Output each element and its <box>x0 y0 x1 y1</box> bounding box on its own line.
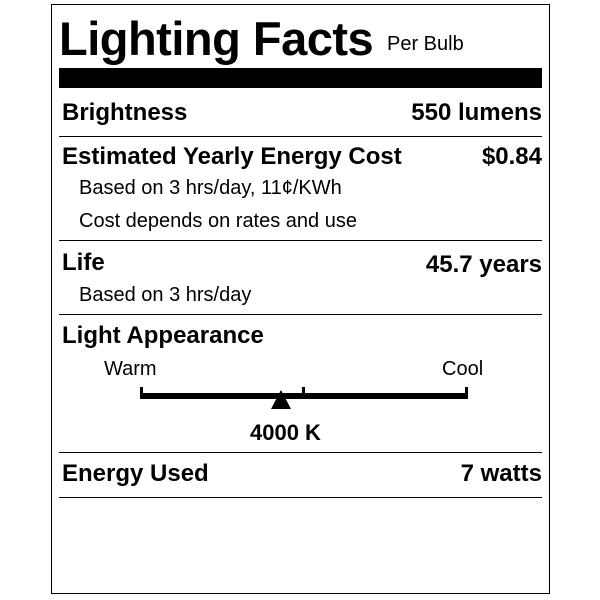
light-appearance-label: Light Appearance <box>62 322 264 349</box>
energy-cost-note: Cost depends on rates and use <box>79 210 357 232</box>
life-value: 45.7 years <box>425 251 542 278</box>
energy-cost-note: Based on 3 hrs/day, 11¢/KWh <box>79 177 342 199</box>
life-label: Life <box>62 249 105 276</box>
energy-used-label: Energy Used <box>62 460 209 487</box>
warm-label: Warm <box>104 358 157 380</box>
energy-used-value: 7 watts <box>460 460 542 487</box>
lighting-facts-label <box>51 4 550 594</box>
scale-tick <box>140 387 143 399</box>
energy-cost-value: $0.84 <box>481 143 542 170</box>
brightness-value: 550 lumens <box>411 99 542 126</box>
divider <box>59 497 542 498</box>
life-note: Based on 3 hrs/day <box>79 284 252 306</box>
divider <box>59 452 542 453</box>
brightness-label: Brightness <box>62 99 188 126</box>
divider <box>59 240 542 241</box>
divider <box>59 314 542 315</box>
divider <box>59 136 542 137</box>
scale-tick <box>465 387 468 399</box>
energy-cost-label: Estimated Yearly Energy Cost <box>62 143 402 170</box>
color-temperature-marker <box>271 390 292 409</box>
color-temperature-value: 4000 K <box>250 420 321 445</box>
scale-tick <box>302 387 305 399</box>
label-subtitle: Per Bulb <box>387 33 464 55</box>
title-divider-bar <box>59 68 542 88</box>
label-title: Lighting Facts <box>59 12 374 65</box>
cool-label: Cool <box>442 358 484 380</box>
